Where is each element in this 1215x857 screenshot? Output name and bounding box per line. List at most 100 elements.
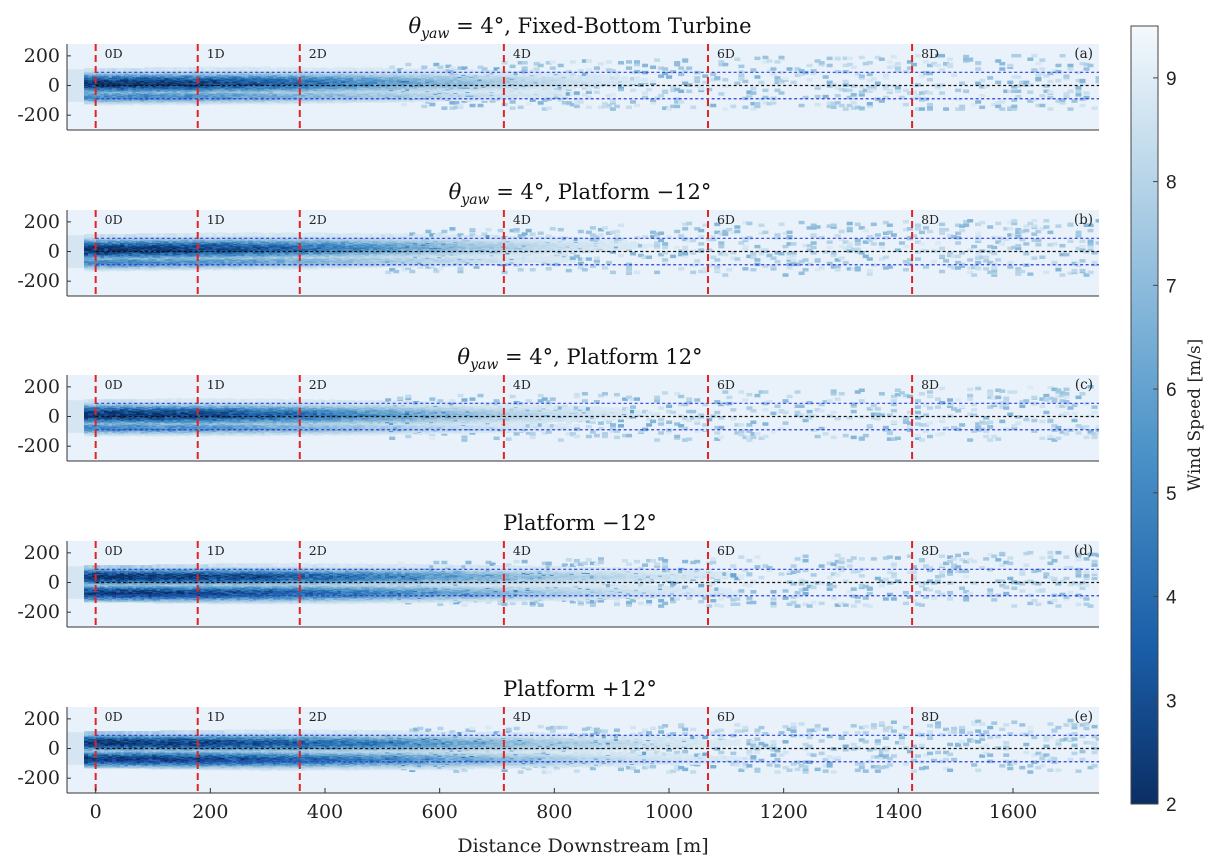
- wake-cell: [642, 77, 649, 82]
- wake-cell: [553, 95, 560, 100]
- wake-cell: [1039, 93, 1046, 98]
- wake-cell: [642, 63, 649, 68]
- wake-cell: [979, 105, 986, 110]
- wake-cell: [449, 101, 456, 105]
- wake-field: [67, 53, 1099, 111]
- wake-cell: [461, 69, 468, 73]
- wake-cell: [1039, 67, 1046, 71]
- wake-cell: [826, 101, 833, 105]
- wake-cell: [850, 93, 857, 97]
- wake-cell: [585, 90, 592, 94]
- wake-cell: [975, 100, 982, 104]
- wake-cell: [790, 80, 797, 85]
- wake-cell: [441, 69, 448, 73]
- wake-cell: [325, 68, 331, 72]
- wake-cell: [882, 86, 889, 91]
- wake-cell: [634, 69, 641, 74]
- wake-cell: [288, 67, 295, 71]
- wake-cell: [541, 107, 548, 111]
- wake-cell: [529, 91, 536, 95]
- wake-cell: [549, 60, 556, 64]
- wake-cell: [750, 86, 757, 91]
- wake-cell: [947, 57, 954, 61]
- wake-cell: [894, 89, 901, 94]
- wake-cell: [927, 77, 933, 82]
- wake-cell: [658, 66, 665, 70]
- wake-cell: [577, 100, 584, 104]
- wake-cell: [389, 65, 396, 69]
- wake-cell: [212, 67, 219, 71]
- wake-cell: [557, 98, 564, 102]
- wake-cell: [393, 69, 400, 73]
- wake-cell: [670, 69, 677, 74]
- wake-cell: [1067, 67, 1074, 71]
- wake-cell: [818, 62, 825, 67]
- wake-cell: [581, 59, 588, 63]
- wake-cell: [1067, 89, 1074, 94]
- wake-cell: [365, 67, 372, 71]
- wake-cell: [830, 105, 837, 110]
- wake-cell: [409, 68, 416, 72]
- wake-cell: [991, 102, 998, 107]
- wake-cell: [337, 67, 344, 71]
- wake-cell: [975, 81, 982, 86]
- wake-cell: [674, 62, 681, 67]
- wake-cell: [1015, 94, 1022, 99]
- wake-cell: [770, 67, 777, 71]
- wake-cell: [866, 85, 873, 89]
- wake-cell: [826, 63, 833, 68]
- wake-cell: [995, 59, 1002, 63]
- wake-cell: [1015, 53, 1022, 58]
- wake-cell: [345, 67, 352, 71]
- wake-cell: [766, 101, 773, 106]
- wake-cell: [481, 99, 488, 103]
- wake-cell: [927, 71, 933, 76]
- wake-cell: [216, 67, 223, 71]
- wake-cell: [630, 100, 637, 104]
- wake-cell: [814, 102, 821, 107]
- wake-cell: [894, 66, 901, 70]
- wake-cell: [573, 75, 580, 79]
- wake-cell: [906, 91, 913, 95]
- wake-cell: [565, 69, 572, 74]
- wake-cell: [573, 91, 580, 95]
- wake-cell: [1063, 92, 1070, 96]
- wake-cell: [1015, 89, 1022, 94]
- wake-cell: [914, 53, 921, 58]
- wake-cell: [959, 104, 966, 109]
- wake-cell: [686, 66, 693, 70]
- wake-cell: [674, 61, 681, 65]
- wake-cell: [947, 62, 954, 67]
- wake-cell: [918, 91, 925, 95]
- wake-cell: [670, 104, 677, 109]
- wake-cell: [521, 66, 528, 70]
- wake-cell: [850, 84, 857, 88]
- wake-cell: [798, 103, 805, 108]
- wake-cell: [284, 67, 291, 71]
- wake-cell: [497, 69, 504, 73]
- wake-cell: [774, 76, 781, 80]
- y-tick-label: 200: [24, 45, 60, 67]
- wake-cell: [1011, 98, 1018, 102]
- wake-cell: [999, 107, 1006, 111]
- wake-cell: [457, 66, 464, 70]
- marker-label: 2D: [309, 46, 327, 61]
- wake-cell: [846, 62, 853, 67]
- wake-cell: [565, 73, 572, 78]
- wake-cell: [918, 74, 925, 78]
- wake-cell: [1043, 74, 1050, 78]
- wake-cell: [557, 91, 564, 95]
- wake-cell: [1083, 95, 1090, 100]
- wake-cell: [1035, 103, 1042, 108]
- wake-cell: [858, 55, 865, 60]
- wake-cell: [778, 91, 785, 95]
- wake-cell: [914, 107, 921, 111]
- wake-cell: [770, 72, 777, 77]
- wake-cell: [1011, 53, 1018, 58]
- wake-cell: [902, 88, 909, 93]
- wake-cell: [927, 63, 933, 68]
- wake-cell: [617, 82, 624, 86]
- wake-cell: [1039, 71, 1046, 76]
- wake-cell: [951, 73, 958, 78]
